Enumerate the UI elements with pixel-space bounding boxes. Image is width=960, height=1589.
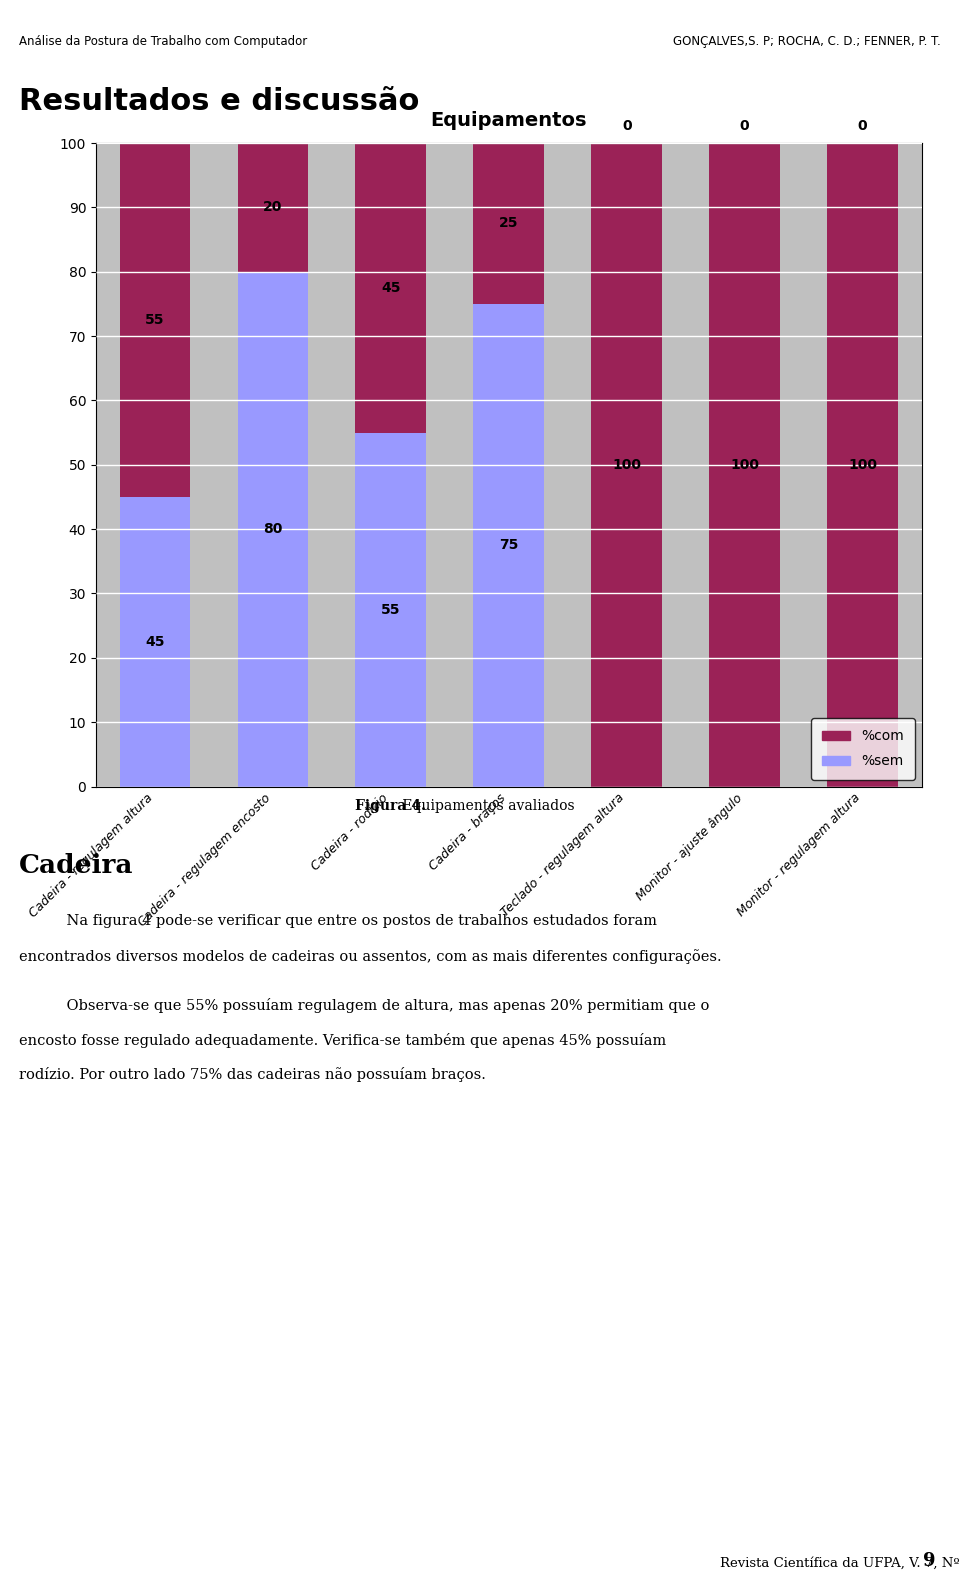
Text: GONÇALVES,S. P; ROCHA, C. D.; FENNER, P. T.: GONÇALVES,S. P; ROCHA, C. D.; FENNER, P.… <box>673 35 941 48</box>
Text: 100: 100 <box>731 458 759 472</box>
Text: Equipamentos avaliados: Equipamentos avaliados <box>398 799 575 814</box>
Text: Resultados e discussão: Resultados e discussão <box>19 87 420 116</box>
Text: Análise da Postura de Trabalho com Computador: Análise da Postura de Trabalho com Compu… <box>19 35 307 48</box>
Text: 100: 100 <box>848 458 877 472</box>
Text: 0: 0 <box>858 119 868 133</box>
Text: 45: 45 <box>381 281 400 296</box>
Text: 55: 55 <box>381 602 400 617</box>
Text: 45: 45 <box>145 634 165 648</box>
Text: Observa-se que 55% possuíam regulagem de altura, mas apenas 20% permitiam que o: Observa-se que 55% possuíam regulagem de… <box>48 998 709 1012</box>
Text: 20: 20 <box>263 200 282 215</box>
Bar <box>591 143 662 787</box>
Title: Equipamentos: Equipamentos <box>430 111 588 130</box>
Text: encosto fosse regulado adequadamente. Verifica-se também que apenas 45% possuíam: encosto fosse regulado adequadamente. Ve… <box>19 1033 666 1047</box>
Bar <box>355 432 426 787</box>
Bar <box>473 143 544 303</box>
Text: 9: 9 <box>924 1552 936 1570</box>
Text: 100: 100 <box>612 458 641 472</box>
Legend: %com, %sem: %com, %sem <box>811 718 915 780</box>
Text: 25: 25 <box>499 216 518 230</box>
Text: rodízio. Por outro lado 75% das cadeiras não possuíam braços.: rodízio. Por outro lado 75% das cadeiras… <box>19 1068 486 1082</box>
Text: 80: 80 <box>263 523 282 535</box>
Text: Na figura 4 pode-se verificar que entre os postos de trabalhos estudados foram: Na figura 4 pode-se verificar que entre … <box>48 914 657 928</box>
Text: Figura 4.: Figura 4. <box>355 799 426 814</box>
Bar <box>709 143 780 787</box>
Bar <box>828 143 898 787</box>
Text: 0: 0 <box>622 119 632 133</box>
Text: encontrados diversos modelos de cadeiras ou assentos, com as mais diferentes con: encontrados diversos modelos de cadeiras… <box>19 949 722 963</box>
Bar <box>120 497 190 787</box>
Text: 75: 75 <box>499 539 518 553</box>
Bar <box>237 143 308 272</box>
Bar <box>237 272 308 787</box>
Text: 0: 0 <box>740 119 750 133</box>
Bar <box>120 143 190 497</box>
Text: Cadeira: Cadeira <box>19 853 133 879</box>
Bar <box>355 143 426 432</box>
Bar <box>473 303 544 787</box>
Text: 55: 55 <box>145 313 165 327</box>
Text: Revista Científica da UFPA, V. 7, Nº 01, 2009: Revista Científica da UFPA, V. 7, Nº 01,… <box>720 1557 960 1570</box>
